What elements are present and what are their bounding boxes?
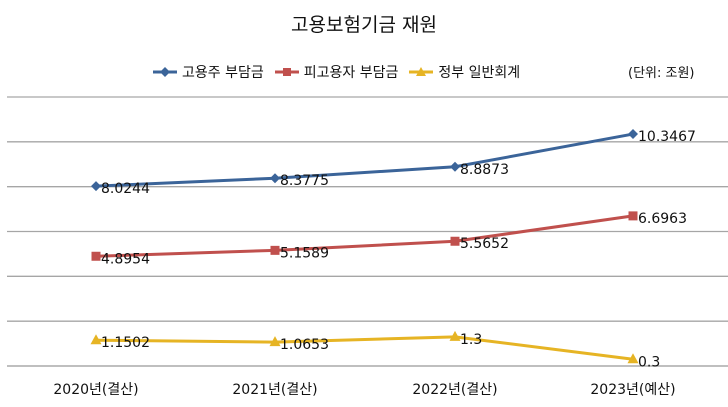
legend-label: 정부 일반회계: [438, 65, 521, 81]
data-label: 1.1502: [101, 335, 150, 351]
x-tick-label: 2022년(결산): [412, 382, 497, 398]
x-tick-label: 2023년(예산): [590, 382, 675, 398]
series-line: [95, 335, 634, 361]
data-label: 6.6963: [638, 211, 687, 227]
x-tick-label: 2021년(결산): [232, 382, 317, 398]
data-label: 8.8873: [460, 162, 509, 178]
data-point: [270, 173, 280, 184]
data-label: 1.0653: [280, 337, 329, 353]
data-point: [91, 251, 101, 261]
legend-item-employer: 고용주 부담금: [152, 62, 264, 82]
data-point: [270, 245, 280, 255]
data-point: [91, 181, 101, 192]
data-label: 5.1589: [280, 245, 329, 261]
legend-item-government: 정부 일반회계: [408, 62, 520, 82]
data-label: 5.5652: [460, 236, 509, 252]
data-label: 8.0244: [101, 181, 150, 197]
legend: 고용주 부담금 피고용자 부담금 정부 일반회계: [152, 62, 520, 82]
data-point: [449, 330, 461, 341]
data-label: 1.3: [460, 332, 482, 348]
data-point: [450, 161, 460, 172]
data-label: 10.3467: [638, 129, 696, 145]
series-line: [95, 214, 634, 258]
legend-label: 고용주 부담금: [182, 65, 264, 81]
data-point: [628, 211, 638, 221]
chart-title: 고용보험기금 재원: [291, 14, 437, 36]
data-point: [269, 336, 281, 347]
data-label: 0.3: [638, 354, 660, 370]
data-point: [628, 129, 638, 140]
legend-item-employee: 피고용자 부담금: [274, 62, 399, 82]
series-line: [95, 132, 634, 188]
unit-note: (단위: 조원): [628, 66, 695, 81]
data-point: [450, 236, 460, 246]
legend-label: 피고용자 부담금: [303, 65, 399, 81]
legend-marker-diamond-icon: [153, 67, 177, 77]
x-tick-label: 2020년(결산): [53, 382, 138, 398]
legend-marker-square-icon: [274, 68, 299, 76]
legend-marker-triangle-icon: [409, 67, 434, 76]
data-label: 8.3775: [280, 173, 329, 189]
data-label: 4.8954: [101, 251, 150, 267]
data-point: [90, 334, 102, 345]
data-point: [627, 353, 639, 364]
